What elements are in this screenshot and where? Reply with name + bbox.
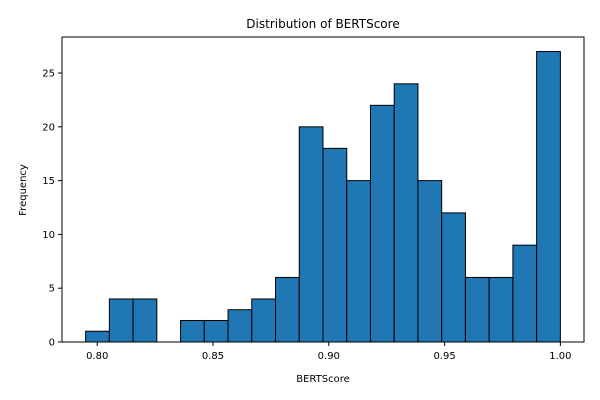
histogram-bar (275, 276, 300, 343)
histogram-bar (464, 276, 490, 343)
y-tick-label: 5 (49, 284, 55, 295)
y-tick-label: 10 (42, 230, 55, 241)
chart-title: Distribution of BERTScore (246, 17, 399, 31)
histogram-bar (512, 244, 538, 343)
histogram-bar (322, 147, 348, 343)
x-tick-label: 0.90 (318, 351, 340, 362)
histogram-bar (203, 319, 229, 343)
x-tick-label: 0.80 (86, 351, 108, 362)
y-tick-label: 0 (49, 338, 55, 349)
histogram-bar (85, 330, 110, 343)
histogram-bar (417, 180, 443, 343)
y-axis-label: Frequency (18, 164, 29, 216)
x-axis: 0.80 0.85 0.90 0.95 1.00 (86, 342, 572, 362)
histogram-bar (251, 298, 277, 343)
histogram-bar (180, 319, 205, 343)
histogram-bar (369, 104, 395, 343)
x-tick-label: 0.95 (433, 351, 455, 362)
x-axis-label: BERTScore (296, 374, 350, 385)
histogram-bar (108, 298, 134, 343)
histogram-bar (227, 309, 253, 343)
histogram-bar (132, 298, 158, 343)
plot-frame (61, 36, 585, 343)
y-tick-label: 25 (42, 69, 55, 80)
x-tick-label: 0.85 (202, 351, 224, 362)
bars-group (85, 51, 561, 343)
x-tick-label: 1.00 (549, 351, 571, 362)
y-axis: 0 5 10 15 20 25 (42, 69, 62, 349)
histogram-bar (536, 51, 561, 343)
histogram-bar (346, 180, 371, 343)
y-tick-label: 15 (42, 176, 55, 187)
histogram-bar (298, 126, 324, 343)
histogram-bar (441, 212, 466, 343)
histogram-bar (393, 83, 419, 343)
y-tick-label: 20 (42, 122, 55, 133)
histogram-bar (488, 276, 514, 343)
